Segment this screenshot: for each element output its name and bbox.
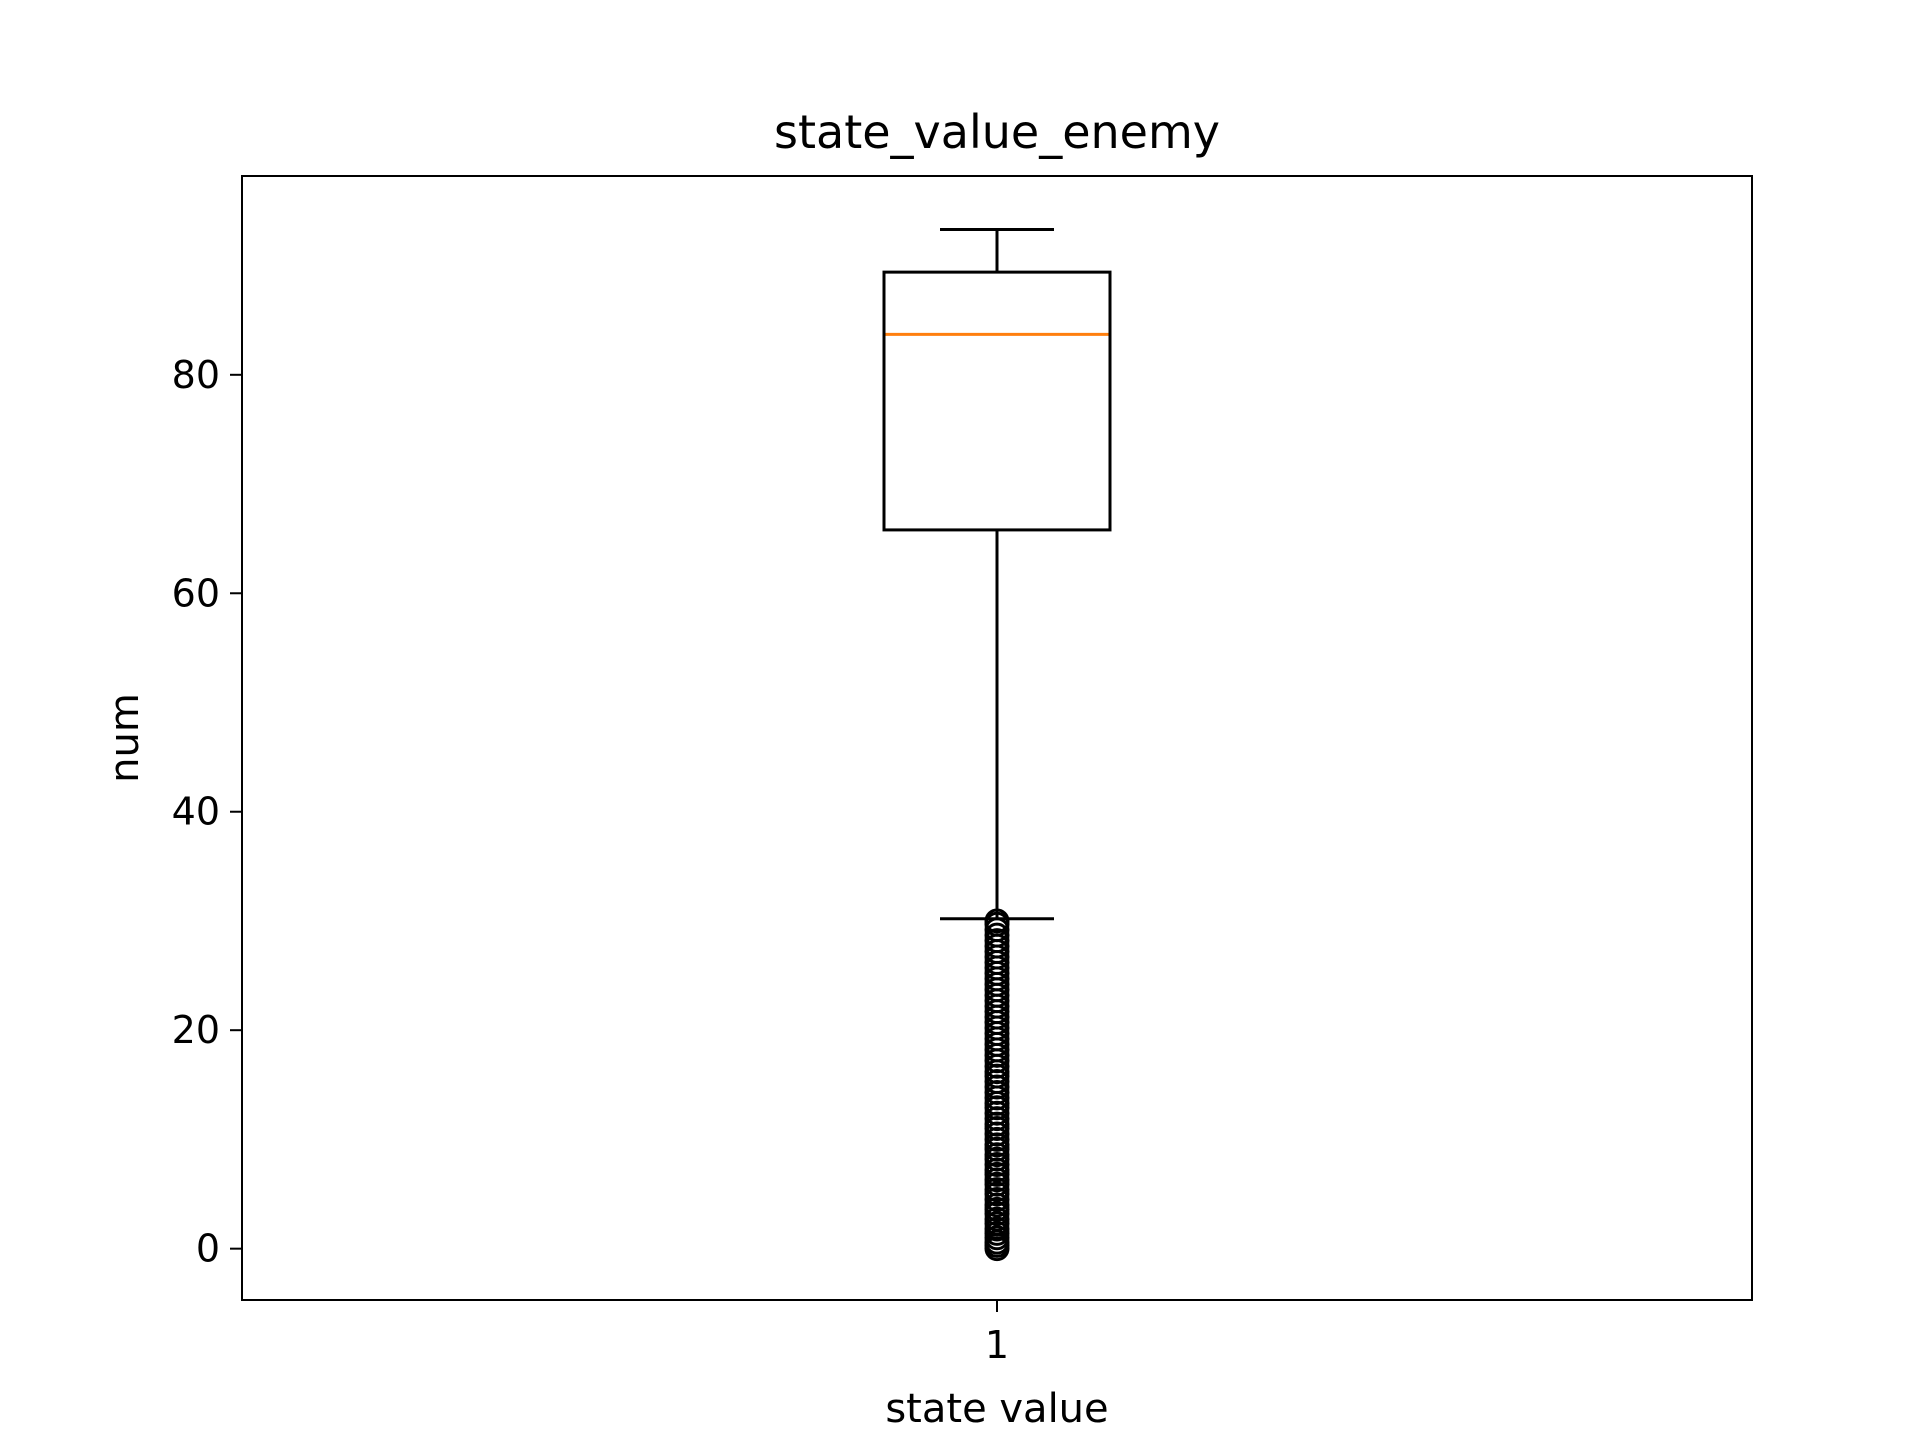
y-tick-label: 60 bbox=[172, 571, 220, 615]
y-tick-label: 80 bbox=[172, 353, 220, 397]
chart-title: state_value_enemy bbox=[774, 105, 1220, 159]
y-tick-label: 40 bbox=[172, 790, 220, 834]
x-axis-label: state value bbox=[885, 1386, 1108, 1432]
y-axis-label: num bbox=[102, 693, 148, 783]
box-group bbox=[882, 228, 1112, 1262]
plot-marks bbox=[882, 228, 1112, 1262]
axes-frame bbox=[241, 175, 1753, 1301]
iqr-box bbox=[882, 270, 1112, 532]
y-tick-label: 20 bbox=[172, 1008, 220, 1052]
x-axis-ticks: 1 bbox=[985, 1300, 1009, 1367]
y-axis-ticks: 0 20 40 60 80 bbox=[172, 353, 242, 1271]
y-tick-label: 0 bbox=[196, 1227, 220, 1271]
x-tick-label: 1 bbox=[985, 1323, 1009, 1367]
